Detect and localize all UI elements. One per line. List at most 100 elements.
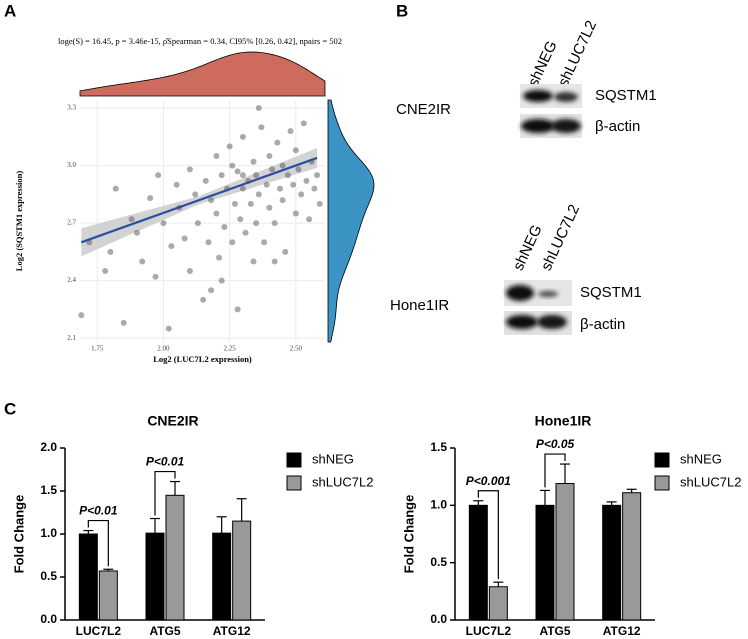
x-axis-label: Log2 (LUC7L2 expression) (153, 354, 252, 364)
band (537, 315, 567, 329)
point (274, 139, 281, 146)
point (173, 181, 180, 188)
bar (232, 520, 252, 621)
legend-label: shNEG (680, 451, 722, 466)
band (538, 291, 558, 297)
cell-line-label: CNE2IR (396, 101, 451, 118)
x-tick-label: ATG5 (149, 624, 180, 638)
point (152, 273, 159, 280)
point (216, 254, 223, 261)
band (506, 315, 538, 329)
bar (145, 532, 165, 621)
significance-label: P<0.05 (536, 437, 575, 451)
point (263, 181, 270, 188)
bar (535, 504, 555, 621)
panel-label: B (396, 1, 408, 20)
point (279, 162, 286, 169)
y-tick-label: 3.0 (67, 161, 76, 169)
point (186, 268, 193, 275)
x-tick-label: LUC7L2 (466, 624, 512, 638)
point (271, 258, 278, 265)
bar (78, 533, 98, 621)
legend-label: shLUC7L2 (680, 474, 741, 489)
point (221, 223, 228, 230)
point (250, 158, 257, 165)
legend-label: shLUC7L2 (312, 474, 373, 489)
significance-bracket (544, 453, 566, 488)
lane-label: shLUC7L2 (555, 18, 600, 89)
point (234, 168, 241, 175)
y-tick-label: 2.1 (67, 334, 76, 342)
blot: shNEG shLUC7L2 CNE2IR SQSTM1 β-actin (396, 18, 657, 138)
point (231, 200, 238, 207)
bar (622, 492, 642, 621)
y-tick-label: 0.0 (430, 612, 447, 626)
point (165, 325, 172, 332)
chart-title: Hone1IR (535, 413, 592, 429)
point (194, 220, 201, 227)
blot: shNEG shLUC7L2 Hone1IR SQSTM1 β-actin (390, 202, 642, 335)
legend-swatch (654, 452, 670, 468)
point (242, 229, 249, 236)
point (237, 216, 244, 223)
point (253, 220, 260, 227)
bar (98, 570, 118, 621)
point (107, 248, 114, 255)
bar (165, 494, 185, 621)
point (292, 147, 299, 154)
point (112, 185, 119, 192)
protein-label: β-actin (580, 316, 625, 333)
point (78, 312, 85, 319)
point (226, 143, 233, 150)
point (139, 258, 146, 265)
point (266, 204, 273, 211)
x-tick-label: ATG5 (539, 624, 570, 638)
point (192, 191, 199, 198)
point (276, 185, 283, 192)
band (521, 119, 555, 133)
y-tick-label: 1.5 (40, 483, 57, 497)
point (306, 216, 313, 223)
y-tick-label: 1.0 (430, 498, 447, 512)
bar (488, 586, 508, 621)
point (239, 185, 246, 192)
point (168, 243, 175, 250)
significance-label: P<0.001 (466, 474, 511, 488)
band (554, 92, 578, 102)
significance-bracket (154, 470, 176, 516)
fit-line (80, 156, 318, 244)
point (208, 197, 215, 204)
bar (468, 504, 488, 621)
panel-label: C (4, 399, 16, 418)
protein-label: SQSTM1 (580, 284, 642, 301)
panel-label: A (4, 1, 16, 20)
band (551, 119, 581, 133)
point (311, 185, 318, 192)
point (290, 181, 297, 188)
chart-title: CNE2IR (147, 413, 198, 429)
x-tick-label: 2.00 (157, 345, 170, 353)
point (287, 128, 294, 135)
x-tick-label: 1.75 (91, 345, 104, 353)
point (133, 229, 140, 236)
legend-swatch (286, 452, 302, 468)
y-tick-label: 2.4 (67, 276, 76, 284)
x-tick-label: ATG12 (603, 624, 641, 638)
x-tick-label: 2.50 (290, 345, 303, 353)
point (255, 191, 262, 198)
point (200, 296, 207, 303)
point (314, 172, 321, 179)
point (213, 210, 220, 217)
lane-label: shLUC7L2 (538, 202, 583, 273)
significance-label: P<0.01 (146, 455, 185, 469)
y-tick-label: 0.0 (40, 612, 57, 626)
bar (555, 483, 575, 621)
protein-label: β-actin (595, 118, 640, 135)
y-axis-label: Log2 (SQSTM1 expression) (14, 171, 24, 272)
bar (212, 532, 232, 621)
point (279, 197, 286, 204)
point (292, 210, 299, 217)
point (284, 172, 291, 179)
x-tick-label: 2.25 (224, 345, 237, 353)
